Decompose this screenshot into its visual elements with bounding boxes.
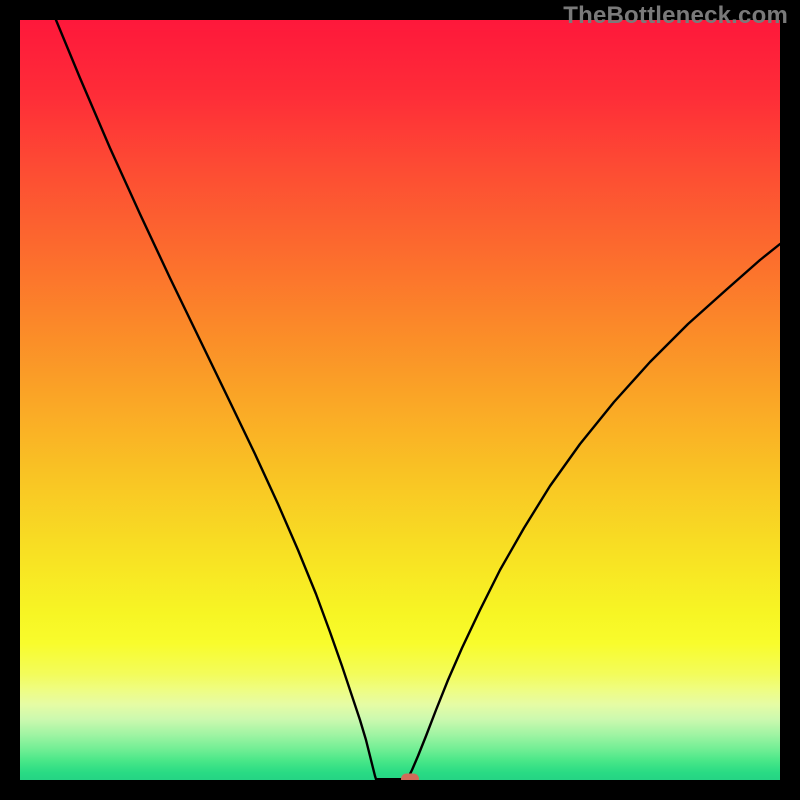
bottleneck-chart <box>0 0 800 800</box>
chart-frame: TheBottleneck.com <box>0 0 800 800</box>
plot-background-gradient <box>20 20 780 780</box>
watermark-text: TheBottleneck.com <box>563 2 788 30</box>
